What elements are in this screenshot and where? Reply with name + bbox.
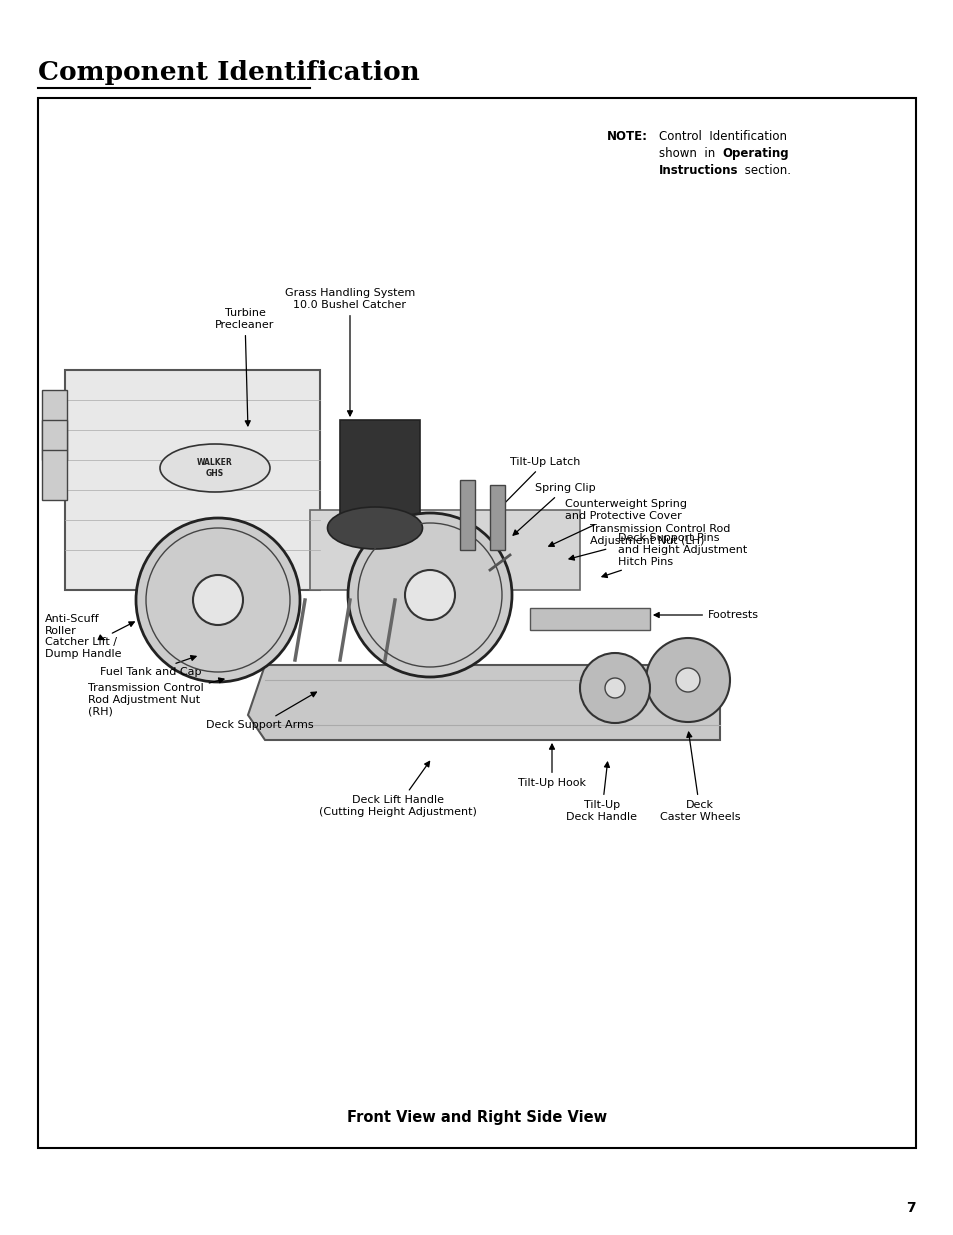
Text: NOTE:: NOTE:: [606, 130, 647, 143]
Text: Deck
Caster Wheels: Deck Caster Wheels: [659, 732, 740, 821]
Bar: [38, 98, 915, 1149]
Text: Deck Lift Handle
(Cutting Height Adjustment): Deck Lift Handle (Cutting Height Adjustm…: [318, 762, 476, 816]
Circle shape: [645, 638, 729, 722]
Text: 7: 7: [905, 1200, 915, 1215]
Bar: [339, 420, 419, 520]
Text: Transmission Control
Rod Adjustment Nut
(RH): Transmission Control Rod Adjustment Nut …: [88, 678, 224, 716]
Bar: [310, 510, 579, 590]
Bar: [42, 420, 67, 459]
Polygon shape: [248, 664, 720, 740]
Text: Tilt-Up Latch: Tilt-Up Latch: [493, 457, 579, 515]
Bar: [530, 608, 649, 630]
Text: Front View and Right Side View: Front View and Right Side View: [347, 1110, 606, 1125]
Bar: [42, 390, 67, 450]
Text: Component Identification: Component Identification: [38, 61, 419, 85]
Circle shape: [579, 653, 649, 722]
Circle shape: [676, 668, 700, 692]
Text: Transmission Control Rod
Adjustment Nut (LH): Transmission Control Rod Adjustment Nut …: [568, 524, 730, 561]
Text: Fuel Tank and Cap: Fuel Tank and Cap: [100, 656, 201, 677]
Text: Anti-Scuff
Roller: Anti-Scuff Roller: [45, 614, 105, 640]
Text: Control  Identification: Control Identification: [659, 130, 786, 143]
Bar: [42, 450, 67, 500]
Circle shape: [405, 571, 455, 620]
Text: Grass Handling System
10.0 Bushel Catcher: Grass Handling System 10.0 Bushel Catche…: [285, 289, 415, 416]
Circle shape: [348, 513, 512, 677]
Circle shape: [193, 576, 243, 625]
Text: Operating: Operating: [721, 147, 788, 161]
Text: WALKER
GHS: WALKER GHS: [197, 458, 233, 478]
Text: Deck Support Pins
and Height Adjustment
Hitch Pins: Deck Support Pins and Height Adjustment …: [601, 534, 746, 578]
Bar: [490, 485, 504, 550]
Ellipse shape: [160, 445, 270, 492]
Text: Spring Clip: Spring Clip: [513, 483, 595, 535]
Ellipse shape: [327, 508, 422, 550]
Bar: [65, 370, 319, 590]
Text: Catcher Lift /
Dump Handle: Catcher Lift / Dump Handle: [45, 622, 134, 658]
Bar: [459, 480, 475, 550]
Text: Footrests: Footrests: [654, 610, 759, 620]
Text: Turbine
Precleaner: Turbine Precleaner: [215, 309, 274, 426]
Text: shown  in: shown in: [659, 147, 719, 161]
Text: section.: section.: [740, 164, 790, 177]
Text: Counterweight Spring
and Protective Cover: Counterweight Spring and Protective Cove…: [548, 499, 686, 546]
Text: Instructions: Instructions: [659, 164, 738, 177]
Circle shape: [136, 517, 299, 682]
Text: Tilt-Up
Deck Handle: Tilt-Up Deck Handle: [566, 762, 637, 821]
Text: Deck Support Arms: Deck Support Arms: [206, 692, 316, 730]
Circle shape: [604, 678, 624, 698]
Text: Tilt-Up Hook: Tilt-Up Hook: [517, 745, 585, 788]
